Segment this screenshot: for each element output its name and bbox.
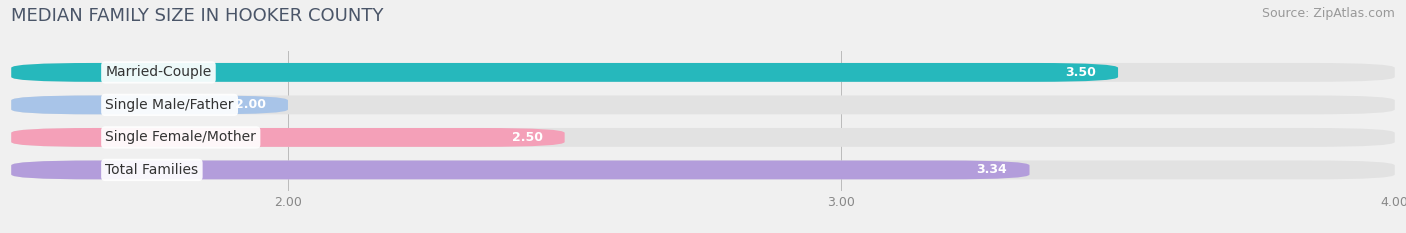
- Text: Total Families: Total Families: [105, 163, 198, 177]
- Text: Source: ZipAtlas.com: Source: ZipAtlas.com: [1261, 7, 1395, 20]
- FancyBboxPatch shape: [11, 128, 565, 147]
- FancyBboxPatch shape: [11, 96, 288, 114]
- Text: 3.50: 3.50: [1064, 66, 1095, 79]
- Text: MEDIAN FAMILY SIZE IN HOOKER COUNTY: MEDIAN FAMILY SIZE IN HOOKER COUNTY: [11, 7, 384, 25]
- FancyBboxPatch shape: [11, 128, 1395, 147]
- FancyBboxPatch shape: [11, 161, 1395, 179]
- Text: Single Female/Mother: Single Female/Mother: [105, 130, 256, 144]
- FancyBboxPatch shape: [11, 96, 1395, 114]
- Text: 2.50: 2.50: [512, 131, 543, 144]
- Text: Single Male/Father: Single Male/Father: [105, 98, 233, 112]
- FancyBboxPatch shape: [11, 63, 1118, 82]
- FancyBboxPatch shape: [11, 63, 1395, 82]
- FancyBboxPatch shape: [11, 161, 1029, 179]
- Text: 2.00: 2.00: [235, 98, 266, 111]
- Text: 3.34: 3.34: [977, 163, 1007, 176]
- Text: Married-Couple: Married-Couple: [105, 65, 211, 79]
